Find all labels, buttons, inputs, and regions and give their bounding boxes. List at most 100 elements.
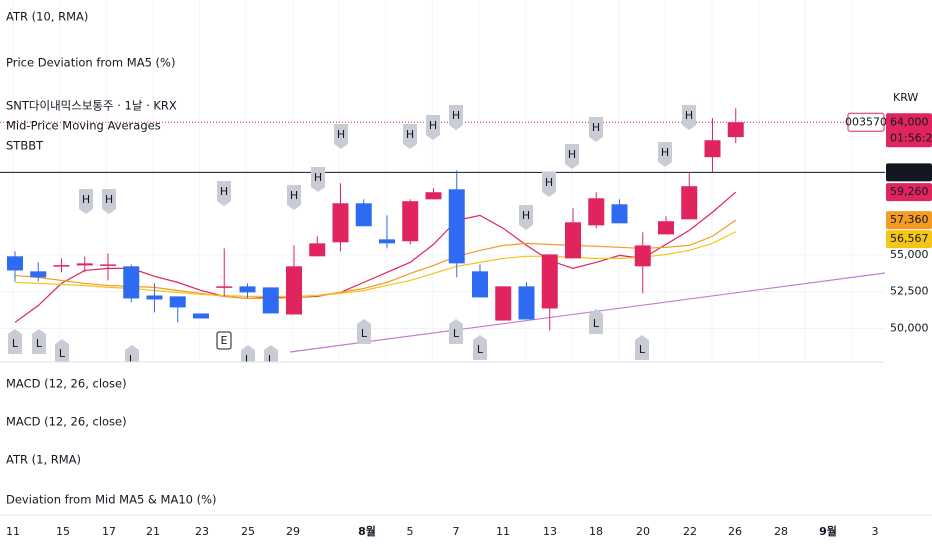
low-marker: L xyxy=(449,319,463,344)
low-marker: L xyxy=(473,335,487,360)
candle-body xyxy=(588,198,605,226)
candle-body xyxy=(448,189,465,264)
x-tick-label: 3 xyxy=(872,525,879,538)
candle-body xyxy=(565,222,581,259)
marker-label: L xyxy=(268,353,275,366)
marker-shape xyxy=(449,319,463,344)
x-tick-label: 15 xyxy=(56,525,70,538)
marker-shape xyxy=(426,115,440,140)
high-marker: H xyxy=(658,142,672,167)
price-tag-label: 59,260 xyxy=(890,185,929,198)
marker-shape xyxy=(8,329,22,354)
candle-body xyxy=(309,243,326,257)
candle-body xyxy=(123,266,140,299)
overlay-label: Mid-Price Moving Averages xyxy=(6,119,161,133)
low-marker: L xyxy=(55,339,69,364)
price-tag xyxy=(886,163,932,182)
panel-label: MACD (12, 26, close) xyxy=(6,377,127,391)
indicator-label: ATR (10, RMA) xyxy=(6,10,88,24)
candle-body xyxy=(495,286,512,321)
overlay-label: STBBT xyxy=(6,139,44,153)
price-tag-label: 56,567 xyxy=(890,232,929,245)
low-marker: L xyxy=(589,309,603,334)
indicator-label: Price Deviation from MA5 (%) xyxy=(6,56,175,70)
x-tick-label: 18 xyxy=(589,525,603,538)
symbol-label: 003570 xyxy=(845,115,887,128)
chart-title: SNT다이내믹스보통주 · 1날 · KRX xyxy=(6,99,177,113)
price-tag xyxy=(886,230,932,249)
marker-shape xyxy=(357,319,371,344)
marker-label: L xyxy=(129,353,136,366)
candle-body xyxy=(658,221,674,235)
price-tag-label: 64,000 xyxy=(890,115,929,128)
x-tick-label: 11 xyxy=(6,525,20,538)
candle-body xyxy=(30,271,47,278)
high-marker: H xyxy=(449,105,463,130)
marker-label: H xyxy=(592,121,600,134)
marker-label: H xyxy=(220,185,228,198)
marker-label: L xyxy=(477,343,484,356)
x-tick-label: 5 xyxy=(407,525,414,538)
high-marker: H xyxy=(565,144,579,169)
candle-body xyxy=(76,263,93,266)
price-tag xyxy=(886,113,932,148)
marker-shape xyxy=(334,124,348,149)
marker-label: H xyxy=(452,109,460,122)
candle-body xyxy=(681,186,698,220)
x-tick-label: 29 xyxy=(286,525,300,538)
marker-label: L xyxy=(59,347,66,360)
high-marker: H xyxy=(334,124,348,149)
marker-shape xyxy=(79,189,93,214)
trend-line xyxy=(289,272,886,353)
marker-shape xyxy=(542,172,556,197)
candle-body xyxy=(169,296,186,308)
marker-shape xyxy=(102,189,116,214)
marker-label: H xyxy=(82,193,90,206)
candle-body xyxy=(193,313,209,319)
candle-body xyxy=(53,265,70,267)
lower-panels-bg xyxy=(0,362,885,515)
marker-label: H xyxy=(406,128,414,141)
marker-shape xyxy=(311,167,325,192)
x-tick-label: 20 xyxy=(636,525,650,538)
marker-label: H xyxy=(685,109,693,122)
panel-label: MACD (12, 26, close) xyxy=(6,415,127,429)
marker-label: H xyxy=(568,148,576,161)
candle-body xyxy=(379,239,395,244)
marker-label: H xyxy=(290,189,298,202)
marker-shape xyxy=(403,124,417,149)
high-marker: H xyxy=(287,185,301,210)
marker-shape xyxy=(589,117,603,142)
panel-label: ATR (1, RMA) xyxy=(6,453,81,467)
marker-shape xyxy=(519,205,533,230)
high-marker: H xyxy=(311,167,325,192)
marker-shape xyxy=(32,329,46,354)
candle-body xyxy=(634,245,651,267)
x-tick-label: 17 xyxy=(102,525,116,538)
x-tick-label: 26 xyxy=(728,525,742,538)
high-marker: H xyxy=(519,205,533,230)
low-marker: L xyxy=(635,335,649,360)
earnings-box xyxy=(216,331,232,350)
candle-body xyxy=(611,204,628,224)
x-tick-label: 8월 xyxy=(358,524,376,538)
candle-body xyxy=(402,201,419,242)
x-tick-label: 11 xyxy=(496,525,510,538)
price-tag-label: 60,600 xyxy=(890,165,929,178)
panel-label: Deviation from Mid MA5 & MA10 (%) xyxy=(6,493,217,507)
marker-shape xyxy=(473,335,487,360)
high-marker: H xyxy=(217,181,231,206)
x-tick-label: 22 xyxy=(683,525,697,538)
marker-shape xyxy=(635,335,649,360)
high-marker: H xyxy=(426,115,440,140)
high-marker: H xyxy=(542,172,556,197)
high-marker: H xyxy=(102,189,116,214)
marker-label: H xyxy=(105,193,113,206)
candle-body xyxy=(216,286,233,288)
y-tick-label: 50,000 xyxy=(890,321,929,334)
candle-body xyxy=(262,287,279,314)
marker-shape xyxy=(449,105,463,130)
x-tick-label: 21 xyxy=(146,525,160,538)
marker-label: L xyxy=(593,317,600,330)
